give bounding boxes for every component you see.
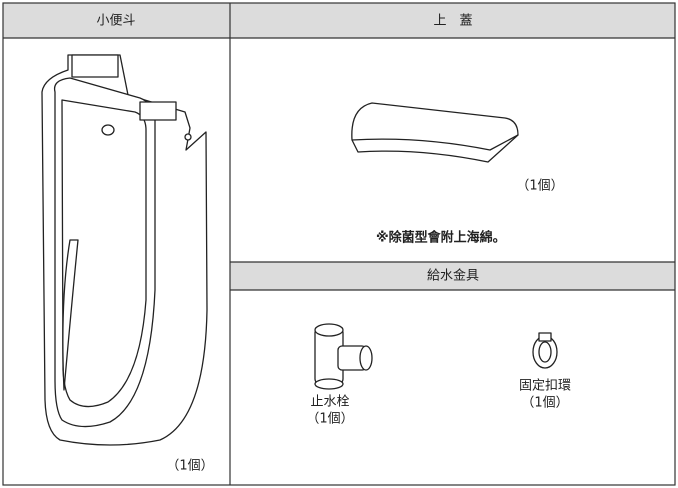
- note: ※除菌型會附上海綿。: [376, 230, 506, 246]
- lid-illustration: [351, 102, 519, 163]
- cell-header: 上 蓋: [433, 14, 472, 29]
- quantity: （1個）: [516, 179, 563, 194]
- header-band: [230, 262, 675, 290]
- item-name: 固定扣環: [519, 379, 571, 394]
- ring-illustration: [532, 332, 558, 369]
- cell-header: 小便斗: [96, 14, 135, 29]
- item-name: 止水栓: [310, 395, 349, 410]
- quantity: （1個）: [306, 412, 353, 427]
- header-band: [3, 3, 675, 38]
- urinal-illustration: [41, 54, 208, 446]
- quantity: （1個）: [521, 396, 568, 411]
- cell-header: 給水金具: [427, 268, 479, 284]
- valve-illustration: [314, 323, 373, 390]
- quantity: （1個）: [166, 459, 213, 474]
